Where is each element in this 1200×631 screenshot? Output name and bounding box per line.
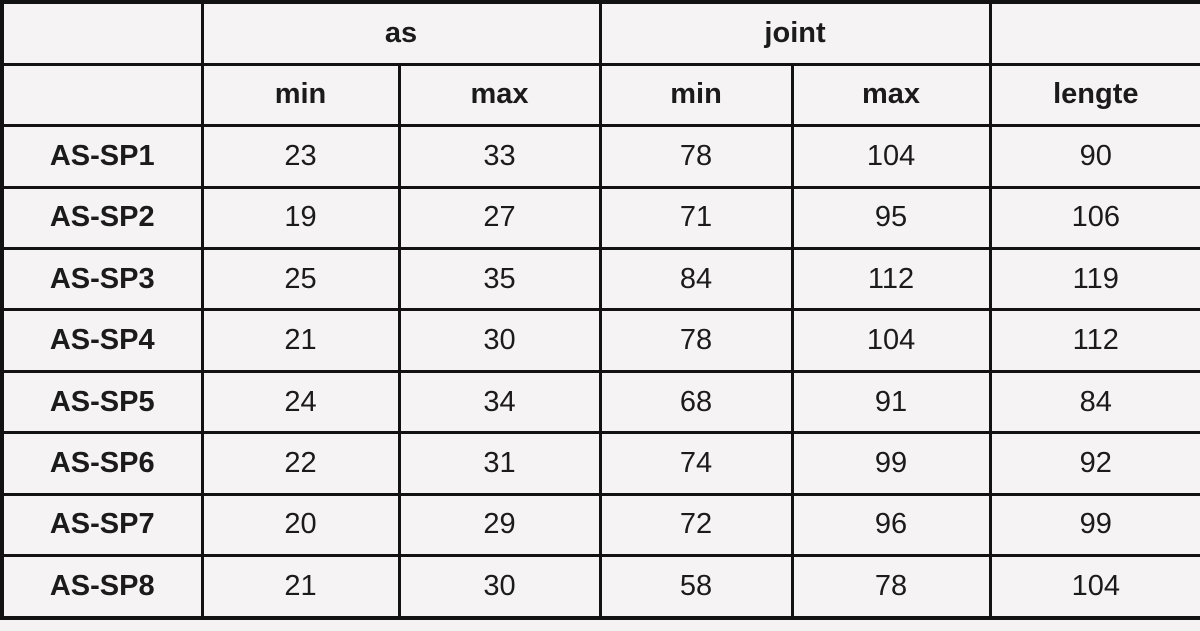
cell-joint-min: 71 [598,185,794,251]
table-row: AS-SP7 20 29 72 96 99 [0,492,1200,558]
subheader-joint-min: min [598,62,794,128]
cell-lengte: 92 [988,431,1200,496]
table-row: AS-SP1 23 33 78 104 90 [0,124,1200,189]
cell-lengte: 84 [988,369,1200,435]
row-label: AS-SP8 [0,554,204,620]
cell-as-max: 27 [397,185,602,251]
subheader-lengte: lengte [988,62,1200,128]
table-row: AS-SP4 21 30 78 104 112 [0,308,1200,373]
cell-lengte: 90 [988,124,1200,189]
column-group-row: as joint [0,0,1200,66]
cell-joint-min: 68 [598,369,794,435]
cell-lengte: 104 [988,554,1200,620]
table-row: AS-SP8 21 30 58 78 104 [0,554,1200,620]
cell-joint-min: 78 [598,308,794,373]
cell-joint-min: 72 [598,492,794,558]
row-label: AS-SP7 [0,492,204,558]
cell-as-min: 22 [200,431,401,496]
cell-joint-max: 104 [790,124,992,189]
row-label: AS-SP4 [0,308,204,373]
column-group-as: as [200,0,602,66]
column-group-joint: joint [598,0,992,66]
table-row: AS-SP3 25 35 84 112 119 [0,247,1200,312]
cell-as-min: 24 [200,369,401,435]
subheader-as-min: min [200,62,401,128]
cell-as-max: 29 [397,492,602,558]
cell-as-max: 34 [397,369,602,435]
cell-as-min: 20 [200,492,401,558]
cell-as-max: 30 [397,308,602,373]
row-label-header-cell [0,62,204,128]
cell-joint-max: 96 [790,492,992,558]
cell-joint-max: 99 [790,431,992,496]
cell-joint-max: 112 [790,247,992,312]
cell-as-max: 35 [397,247,602,312]
cell-joint-max: 95 [790,185,992,251]
cell-joint-min: 84 [598,247,794,312]
subheader-joint-max: max [790,62,992,128]
row-label: AS-SP6 [0,431,204,496]
cell-joint-min: 74 [598,431,794,496]
corner-empty-cell [0,0,204,66]
table-row: AS-SP5 24 34 68 91 84 [0,369,1200,435]
cell-joint-max: 104 [790,308,992,373]
cell-as-max: 31 [397,431,602,496]
table-row: AS-SP2 19 27 71 95 106 [0,185,1200,251]
cell-lengte: 119 [988,247,1200,312]
cell-as-min: 23 [200,124,401,189]
subheader-as-max: max [397,62,602,128]
row-label: AS-SP3 [0,247,204,312]
cell-as-max: 30 [397,554,602,620]
cell-as-min: 19 [200,185,401,251]
cell-joint-max: 91 [790,369,992,435]
column-group-empty-right [988,0,1200,66]
cell-as-max: 33 [397,124,602,189]
cell-as-min: 25 [200,247,401,312]
cell-joint-max: 78 [790,554,992,620]
cell-lengte: 112 [988,308,1200,373]
cell-joint-min: 78 [598,124,794,189]
cell-lengte: 106 [988,185,1200,251]
cell-as-min: 21 [200,308,401,373]
row-label: AS-SP1 [0,124,204,189]
cell-joint-min: 58 [598,554,794,620]
subheader-row: min max min max lengte [0,62,1200,128]
row-label: AS-SP5 [0,369,204,435]
table-row: AS-SP6 22 31 74 99 92 [0,431,1200,496]
cell-lengte: 99 [988,492,1200,558]
row-label: AS-SP2 [0,185,204,251]
cell-as-min: 21 [200,554,401,620]
